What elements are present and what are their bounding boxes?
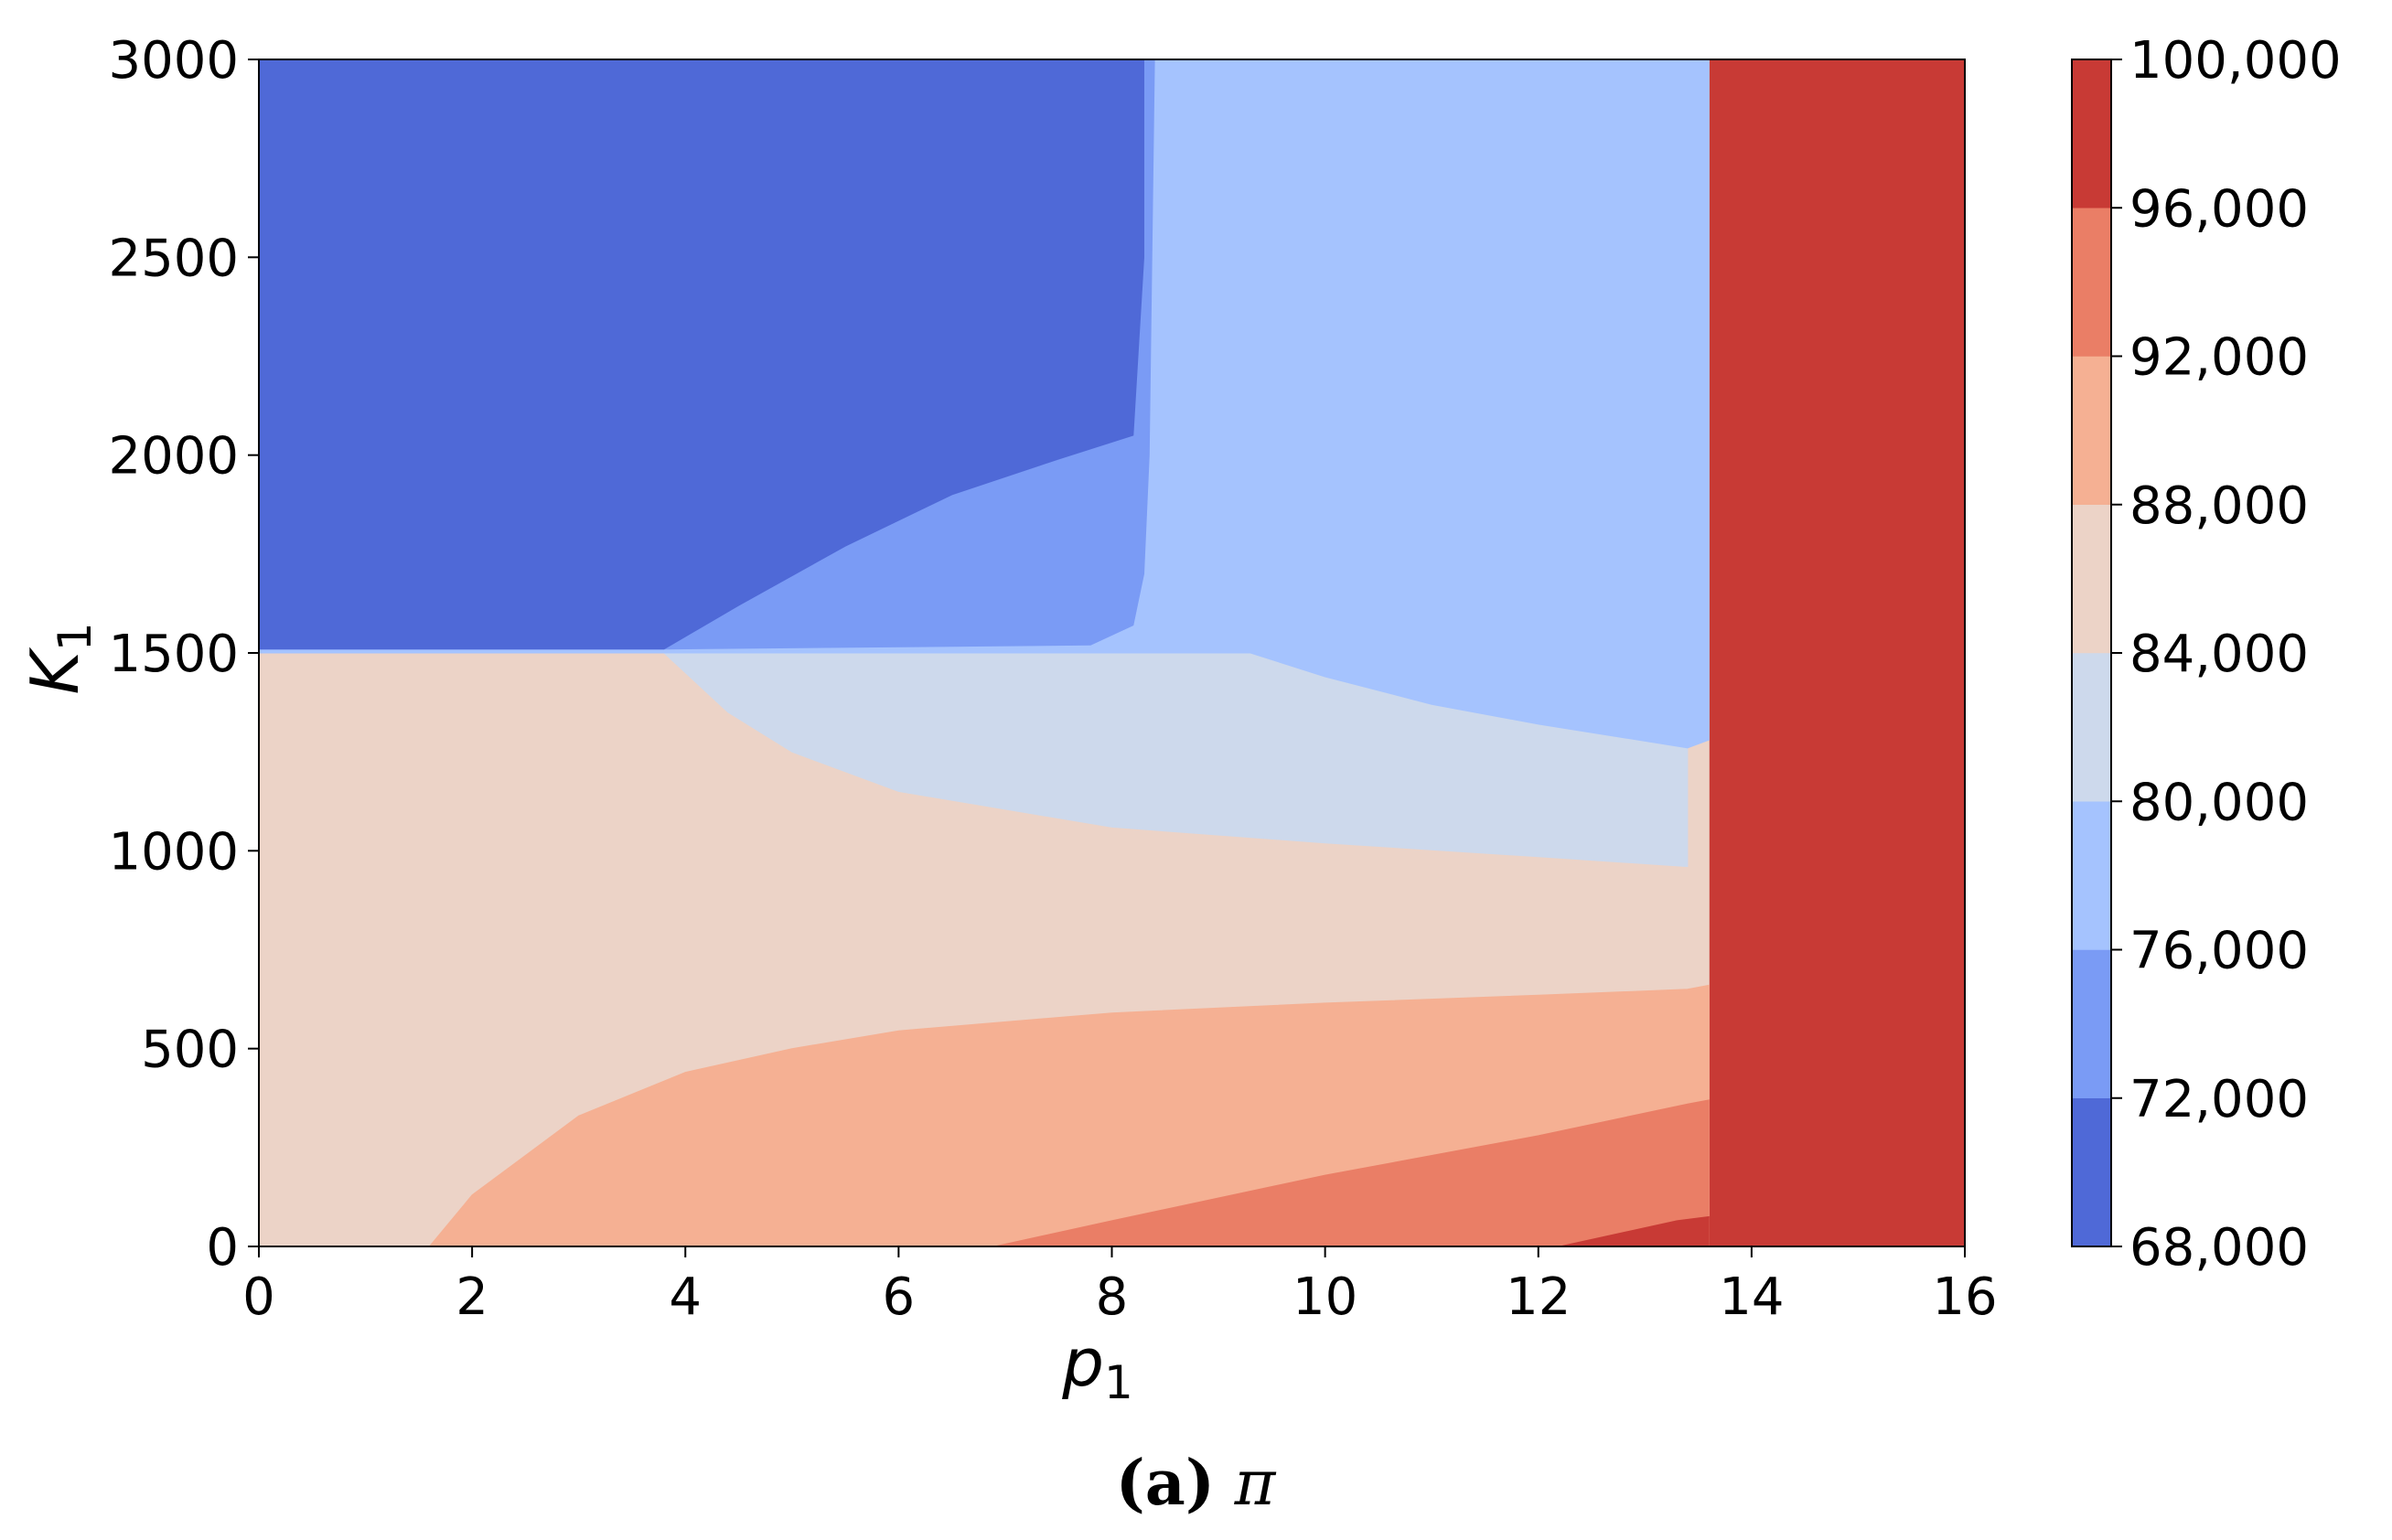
colorbar: 68,000 72,000 76,000 80,000 84,000 88,000 92,0… (2071, 31, 2342, 1278)
colorbar-tick-label: 76,000 (2129, 922, 2309, 981)
y-tick-label: 3000 (108, 31, 239, 91)
colorbar-tick-label: 68,000 (2129, 1218, 2309, 1278)
y-axis-ticks: 0 500 1000 1500 2000 2500 3000 (108, 31, 259, 1278)
x-tick-label: 8 (1096, 1267, 1129, 1327)
y-tick-label: 2500 (108, 229, 239, 288)
y-axis-label-sub: 1 (48, 622, 102, 651)
colorbar-segment (2071, 652, 2112, 802)
x-axis-label: p1 (1061, 1324, 1133, 1409)
colorbar-tick-label: 96,000 (2129, 179, 2309, 239)
colorbar-tick-label: 80,000 (2129, 773, 2309, 832)
colorbar-segment (2071, 1097, 2112, 1247)
colorbar-segment (2071, 59, 2112, 209)
x-tick-label: 6 (883, 1267, 916, 1327)
y-tick-label: 1500 (108, 625, 239, 684)
x-axis-label-main: p (1061, 1324, 1104, 1401)
colorbar-tick-label: 72,000 (2129, 1070, 2309, 1129)
colorbar-segment (2071, 208, 2112, 357)
colorbar-segment (2071, 356, 2112, 505)
colorbar-segment (2071, 801, 2112, 950)
x-axis-label-sub: 1 (1104, 1356, 1133, 1409)
y-tick-label: 500 (141, 1021, 239, 1080)
colorbar-tick-label: 84,000 (2129, 625, 2309, 684)
colorbar-segment (2071, 504, 2112, 654)
contour-region-8 (259, 59, 1144, 650)
y-tick-label: 2000 (108, 427, 239, 487)
x-tick-label: 12 (1506, 1267, 1571, 1327)
caption-symbol: π (1234, 1448, 1277, 1520)
contour-region-0 (1708, 59, 1965, 1246)
colorbar-tick-label: 92,000 (2129, 328, 2309, 388)
caption: (a) π (1116, 1447, 1277, 1520)
caption-label: (a) (1116, 1447, 1215, 1520)
y-tick-label: 1000 (108, 822, 239, 882)
contour-region-4 (1559, 1215, 1710, 1246)
x-tick-label: 14 (1719, 1267, 1784, 1327)
contour-regions (259, 59, 1965, 1246)
x-tick-label: 2 (456, 1267, 488, 1327)
x-tick-label: 16 (1932, 1267, 1997, 1327)
y-tick-label: 0 (206, 1218, 239, 1278)
x-axis-ticks: 0 2 4 6 8 10 12 14 16 (242, 1246, 1998, 1327)
x-tick-label: 4 (669, 1267, 702, 1327)
x-tick-label: 0 (242, 1267, 275, 1327)
y-axis-label-main: K (16, 647, 93, 695)
colorbar-tick-label: 100,000 (2129, 31, 2342, 91)
y-axis-label: K1 (16, 622, 102, 694)
colorbar-segment (2071, 949, 2112, 1098)
x-tick-label: 10 (1293, 1267, 1357, 1327)
colorbar-tick-label: 88,000 (2129, 476, 2309, 536)
